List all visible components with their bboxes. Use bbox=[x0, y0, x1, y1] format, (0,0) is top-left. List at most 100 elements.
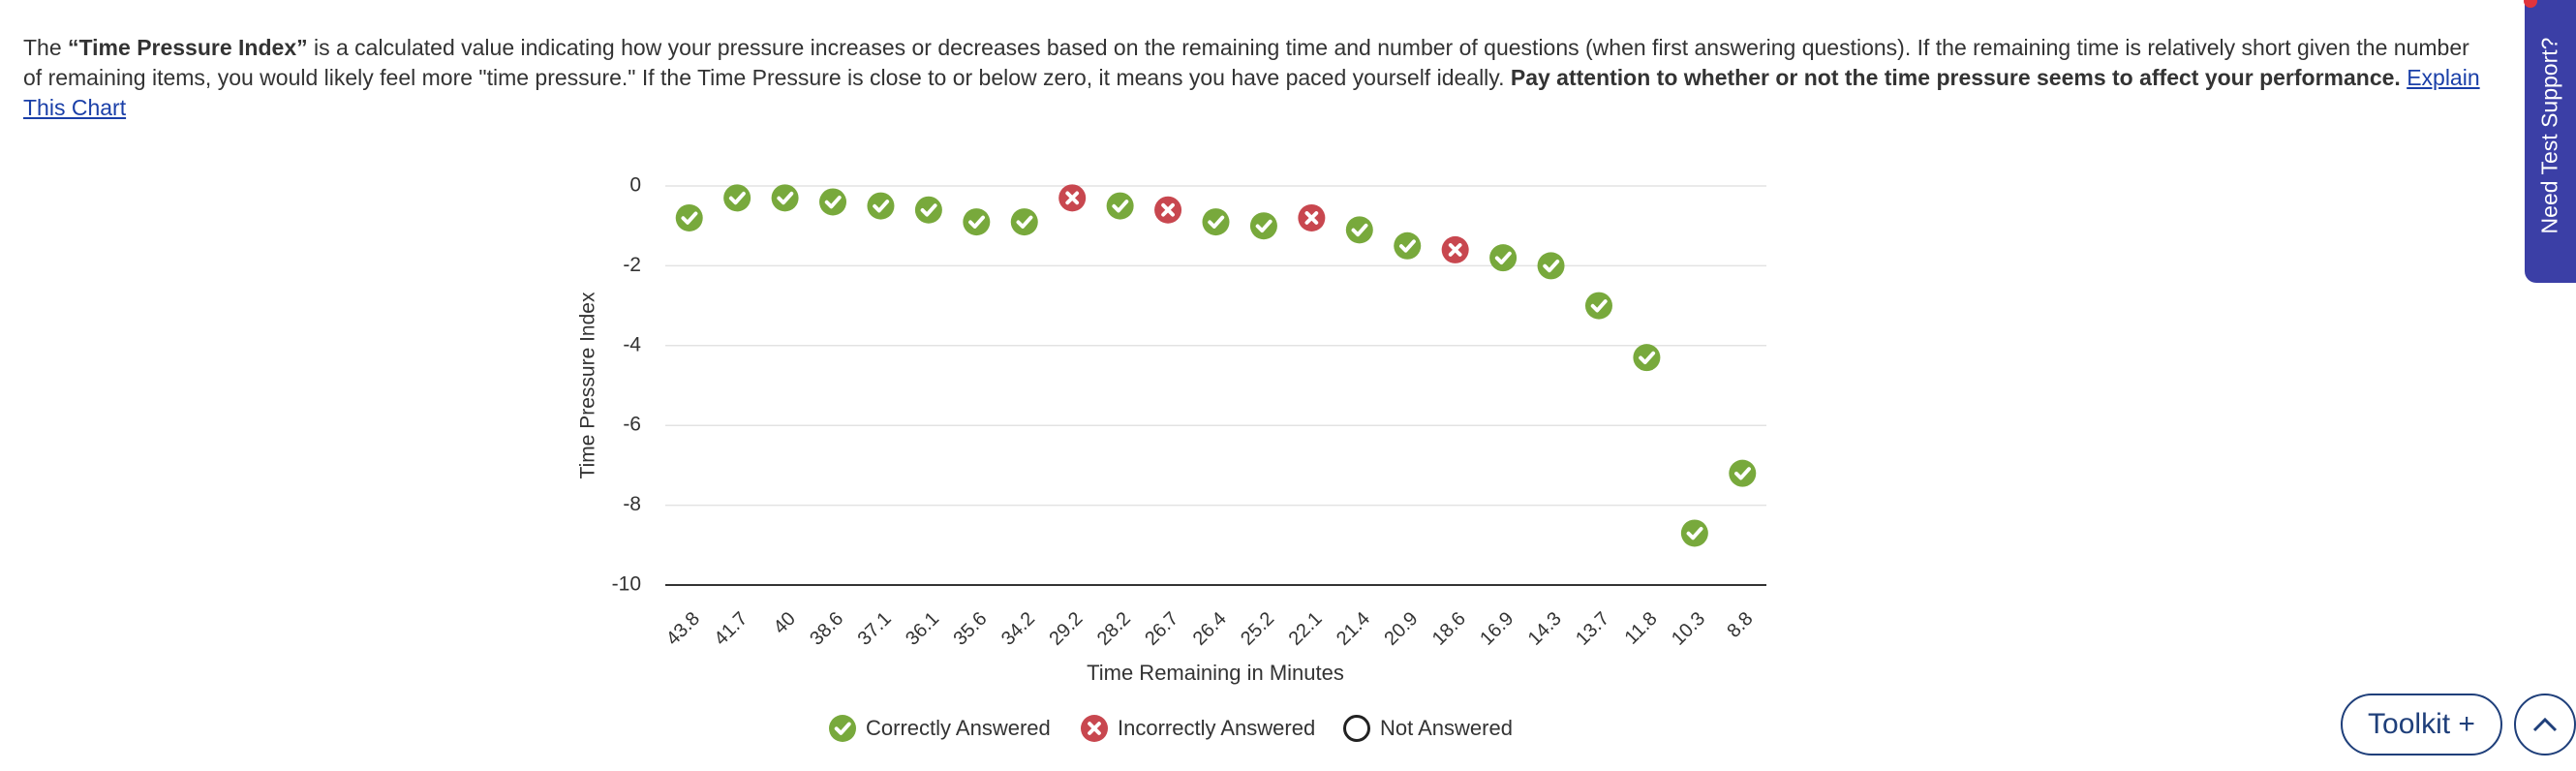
marker-icon bbox=[728, 191, 746, 205]
data-point bbox=[1537, 252, 1565, 280]
marker-body bbox=[819, 188, 847, 216]
x-tick-label: 41.7 bbox=[710, 608, 751, 650]
marker-icon bbox=[1351, 223, 1368, 237]
marker-icon bbox=[1494, 251, 1512, 265]
legend-label: Incorrectly Answered bbox=[1118, 716, 1315, 740]
marker-icon bbox=[1543, 259, 1560, 273]
marker-icon bbox=[1448, 243, 1462, 257]
data-point bbox=[1249, 212, 1277, 240]
x-tick-label: 43.8 bbox=[662, 608, 704, 650]
marker-body bbox=[1106, 192, 1134, 220]
y-tick-label: -4 bbox=[623, 333, 641, 355]
support-tab[interactable]: Need Test Support? bbox=[2525, 0, 2576, 283]
marker-icon bbox=[1161, 202, 1175, 217]
y-tick-label: -2 bbox=[623, 254, 641, 276]
x-tick-label: 14.3 bbox=[1524, 608, 1566, 650]
marker-body bbox=[1489, 244, 1518, 272]
marker-icon bbox=[1686, 527, 1703, 540]
marker-body bbox=[1394, 231, 1422, 260]
marker-icon bbox=[1208, 215, 1225, 229]
marker-body bbox=[771, 184, 799, 212]
x-tick-label: 35.6 bbox=[950, 608, 992, 650]
x-tick-label: 8.8 bbox=[1723, 608, 1757, 642]
notification-dot bbox=[2524, 0, 2537, 8]
x-tick-label: 28.2 bbox=[1093, 608, 1135, 650]
chevron bbox=[2532, 717, 2558, 732]
marker-icon bbox=[1065, 191, 1080, 205]
data-point bbox=[1298, 203, 1326, 231]
data-point bbox=[723, 184, 751, 212]
marker-icon bbox=[1398, 239, 1416, 253]
marker-icon bbox=[1590, 299, 1608, 313]
legend-item: Incorrectly Answered bbox=[1081, 715, 1315, 742]
x-tick-label: 18.6 bbox=[1428, 608, 1470, 650]
y-tick-label: -8 bbox=[623, 493, 641, 515]
marker-body bbox=[675, 203, 703, 231]
x-axis-title: Time Remaining in Minutes bbox=[1087, 661, 1344, 685]
legend-label: Not Answered bbox=[1380, 716, 1513, 740]
marker-body bbox=[829, 715, 856, 742]
marker-body bbox=[1584, 292, 1612, 320]
support-label: Need Test Support? bbox=[2536, 37, 2562, 234]
data-point bbox=[1633, 344, 1661, 372]
desc-emphasis: Pay attention to whether or not the time… bbox=[1510, 65, 2401, 90]
marker-icon bbox=[1016, 215, 1033, 229]
data-point bbox=[675, 203, 703, 231]
x-tick-label: 20.9 bbox=[1380, 608, 1422, 650]
x-tick-label: 29.2 bbox=[1045, 608, 1087, 650]
x-tick-label: 11.8 bbox=[1621, 608, 1662, 649]
x-tick-label: 13.7 bbox=[1572, 608, 1613, 650]
data-point bbox=[1106, 192, 1134, 220]
marker-icon bbox=[1088, 722, 1101, 735]
scroll-up-button[interactable] bbox=[2514, 694, 2576, 756]
x-tick-label: 16.9 bbox=[1476, 608, 1518, 650]
marker-body bbox=[1202, 208, 1230, 236]
data-point bbox=[1394, 231, 1422, 260]
y-axis-title: Time Pressure Index bbox=[577, 292, 599, 478]
marker-icon bbox=[824, 196, 842, 209]
data-point bbox=[1154, 196, 1182, 224]
x-tick-label: 10.3 bbox=[1668, 608, 1709, 650]
x-tick-label: 26.7 bbox=[1141, 608, 1182, 650]
data-point bbox=[819, 188, 847, 216]
y-tick-label: -6 bbox=[623, 414, 641, 436]
toolkit-button[interactable]: Toolkit + bbox=[2341, 694, 2502, 756]
data-point bbox=[1489, 244, 1518, 272]
desc-text: is a calculated value indicating how you… bbox=[23, 35, 2469, 90]
data-point bbox=[1058, 184, 1087, 212]
data-point bbox=[867, 192, 895, 220]
marker-body bbox=[1345, 216, 1373, 244]
marker-icon bbox=[1734, 467, 1751, 480]
data-point bbox=[914, 196, 942, 224]
desc-term: “Time Pressure Index” bbox=[68, 35, 308, 60]
marker-icon bbox=[1639, 351, 1656, 365]
legend-label: Correctly Answered bbox=[866, 716, 1051, 740]
marker-icon bbox=[1255, 219, 1273, 233]
desc-text: The bbox=[23, 35, 69, 60]
x-tick-label: 26.4 bbox=[1189, 608, 1231, 650]
explain-link[interactable]: Explain This Chart bbox=[23, 65, 2480, 120]
data-point bbox=[963, 208, 991, 236]
x-tick-label: 25.2 bbox=[1237, 608, 1278, 650]
x-tick-label: 36.1 bbox=[902, 608, 943, 650]
x-tick-label: 40 bbox=[770, 608, 800, 638]
marker-icon bbox=[968, 215, 986, 229]
marker-body bbox=[867, 192, 895, 220]
description: The “Time Pressure Index” is a calculate… bbox=[23, 33, 2483, 123]
marker-body bbox=[1680, 519, 1708, 547]
marker-icon bbox=[681, 211, 698, 225]
legend-item: Correctly Answered bbox=[829, 715, 1051, 742]
y-tick-label: 0 bbox=[629, 174, 641, 197]
marker-icon bbox=[834, 722, 851, 735]
marker-body bbox=[1010, 208, 1038, 236]
marker-body bbox=[1633, 344, 1661, 372]
x-tick-label: 38.6 bbox=[806, 608, 847, 650]
data-point bbox=[1680, 519, 1708, 547]
marker-ring bbox=[1343, 715, 1370, 742]
marker-icon bbox=[873, 200, 890, 213]
x-tick-label: 22.1 bbox=[1285, 608, 1327, 650]
data-point bbox=[771, 184, 799, 212]
legend-item: Not Answered bbox=[1343, 715, 1513, 742]
marker-body bbox=[723, 184, 751, 212]
